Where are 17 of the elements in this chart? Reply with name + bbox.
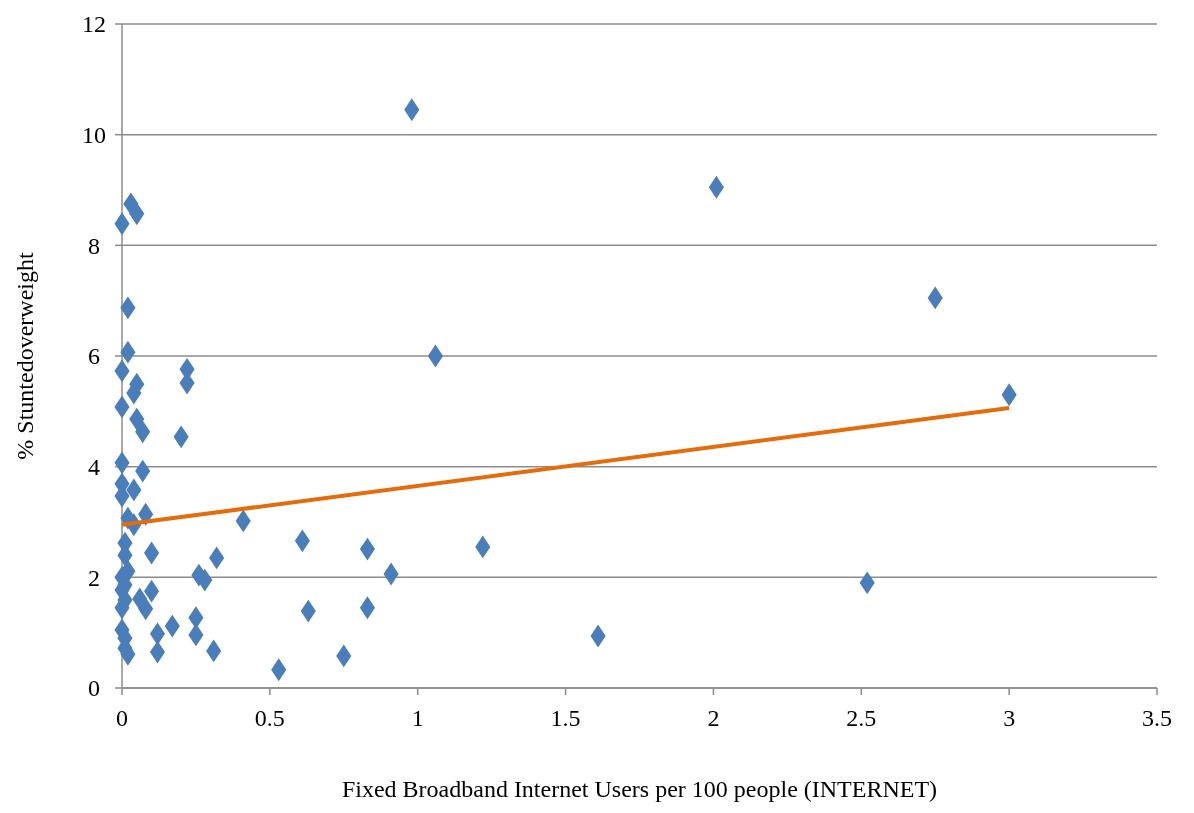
x-tick-label: 1.5 bbox=[550, 705, 581, 731]
x-tick-label: 2 bbox=[707, 705, 720, 731]
y-tick-label: 2 bbox=[88, 564, 100, 591]
x-tick-label: 0.5 bbox=[254, 705, 285, 731]
y-tick-label: 6 bbox=[88, 343, 100, 370]
x-tick-label: 0 bbox=[116, 705, 128, 731]
x-tick-label: 3 bbox=[1003, 705, 1016, 731]
x-tick-label: 2.5 bbox=[846, 705, 877, 731]
y-tick-label: 4 bbox=[88, 454, 100, 481]
x-tick-label: 3.5 bbox=[1142, 705, 1172, 731]
y-tick-label: 8 bbox=[88, 232, 100, 259]
x-axis-title: Fixed Broadband Internet Users per 100 people (INTERNET) bbox=[341, 776, 938, 802]
y-tick-label: 10 bbox=[82, 122, 106, 149]
y-axis-title: % Stuntedoverweight bbox=[12, 252, 38, 460]
x-tick-label: 1 bbox=[411, 705, 424, 731]
y-tick-label: 12 bbox=[82, 11, 106, 38]
y-tick-label: 0 bbox=[88, 675, 100, 702]
